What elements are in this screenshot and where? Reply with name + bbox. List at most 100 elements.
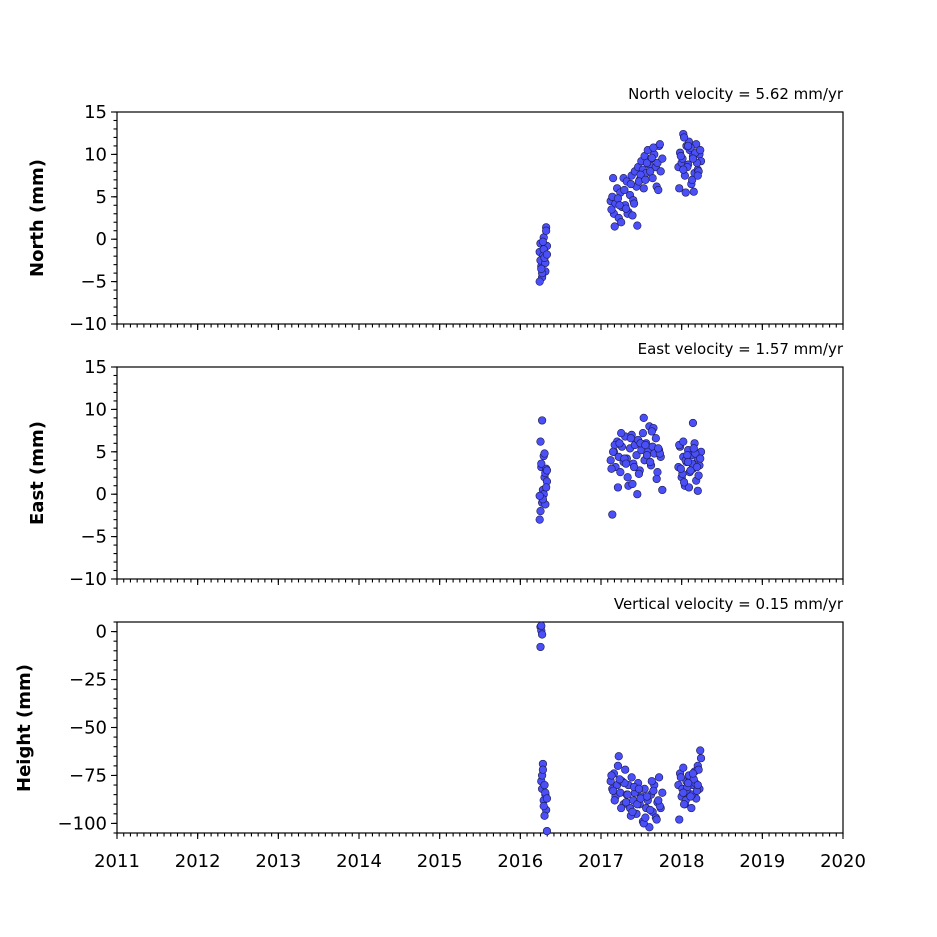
height-title: Vertical velocity = 0.15 mm/yr <box>614 595 844 613</box>
north-data-point <box>537 264 546 273</box>
height-data-point <box>647 777 656 786</box>
height-data-point <box>679 800 689 809</box>
height-data-point <box>621 765 630 774</box>
height-data-point <box>607 771 616 780</box>
east-data-point <box>646 457 655 467</box>
height-data-point <box>654 773 664 782</box>
height-plot-frame <box>116 621 844 834</box>
north-data-point <box>681 188 690 197</box>
north-data-point <box>615 201 624 210</box>
north-panel: North velocity = 5.62 mm/yr North (mm) 1… <box>27 85 844 335</box>
height-y-tick-label: −25 <box>69 670 107 691</box>
height-data-point <box>675 815 684 824</box>
north-data-point <box>647 153 656 162</box>
x-tick-label: 2017 <box>578 851 624 872</box>
north-data-point <box>613 194 623 203</box>
height-data-point <box>610 796 619 805</box>
east-ylabel: East (mm) <box>27 421 48 525</box>
north-data-point <box>608 174 618 183</box>
height-data-point <box>694 765 703 774</box>
north-y-tick-label: 5 <box>96 187 107 208</box>
east-title: East velocity = 1.57 mm/yr <box>638 340 844 358</box>
east-data-point <box>642 451 652 460</box>
height-y-tick-label: −50 <box>69 718 107 739</box>
north-data-point <box>629 199 639 208</box>
height-data-point <box>696 746 705 755</box>
north-data-point <box>642 158 652 167</box>
height-data-point <box>693 780 702 790</box>
height-data-point <box>623 790 632 799</box>
north-data-point <box>679 165 688 174</box>
east-data-point <box>676 464 685 473</box>
height-y-tick-label: −100 <box>58 813 107 834</box>
east-data-point <box>639 413 648 422</box>
east-data-point <box>641 440 650 450</box>
north-data-point <box>693 171 702 180</box>
east-data-point <box>647 427 656 436</box>
north-y-tick-label: 0 <box>96 229 107 250</box>
x-tick-label: 2015 <box>417 851 463 872</box>
north-data-point <box>646 167 655 176</box>
north-data-point <box>655 140 664 149</box>
x-tick-label: 2019 <box>739 851 785 872</box>
north-data-point <box>649 143 658 152</box>
north-data-point <box>688 154 698 163</box>
east-data-point <box>684 483 694 492</box>
height-data-point <box>542 794 552 803</box>
east-data-point <box>633 490 642 499</box>
east-data-point <box>537 459 546 468</box>
east-data-point <box>651 434 660 443</box>
north-data-point <box>696 146 705 155</box>
east-y-tick-label: 15 <box>84 357 107 378</box>
height-y-tick-label: −75 <box>69 765 107 786</box>
east-data-point <box>608 510 617 519</box>
east-data-point <box>683 451 692 460</box>
height-data-point <box>613 761 623 770</box>
east-data-point <box>634 469 644 478</box>
height-data-point <box>649 786 658 795</box>
east-y-tick-label: −10 <box>69 569 107 590</box>
north-ylabel: North (mm) <box>27 159 48 277</box>
north-title: North velocity = 5.62 mm/yr <box>628 85 844 103</box>
height-data-point <box>627 773 636 782</box>
height-data-point <box>679 788 688 797</box>
east-data-point <box>689 444 698 453</box>
east-data-point <box>536 507 545 516</box>
height-data-point <box>652 815 661 824</box>
north-data-point <box>639 184 648 193</box>
height-data-point <box>540 780 549 790</box>
height-data-point <box>540 811 549 820</box>
x-tick-label: 2016 <box>497 851 543 872</box>
height-panel: Vertical velocity = 0.15 mm/yr Height (m… <box>14 595 866 872</box>
height-data-point <box>615 775 624 784</box>
height-data-point <box>646 805 655 815</box>
height-data-point <box>654 796 663 805</box>
east-data-point <box>623 473 632 482</box>
east-data-point <box>535 515 544 524</box>
height-data-point <box>696 754 706 763</box>
height-data-point <box>634 784 644 793</box>
height-data-point <box>614 752 623 761</box>
height-data-point <box>679 763 688 772</box>
north-data-point <box>641 175 650 184</box>
height-data-point <box>608 786 618 795</box>
east-data-point <box>542 483 551 492</box>
east-y-tick-label: 0 <box>96 484 107 505</box>
east-data-point <box>613 483 623 492</box>
height-data-point <box>645 823 654 832</box>
north-data-point <box>675 184 684 193</box>
height-data-point <box>538 765 548 774</box>
east-data-point <box>653 468 662 477</box>
east-data-point <box>652 474 661 484</box>
height-data-point <box>621 798 631 807</box>
height-data-point <box>628 807 637 817</box>
east-data-point <box>632 451 641 460</box>
east-data-point <box>658 485 667 495</box>
east-data-point <box>679 478 689 487</box>
height-data-point <box>687 803 696 813</box>
east-data-point <box>536 437 545 446</box>
height-data-point <box>542 826 552 836</box>
north-y-tick-label: 15 <box>84 102 107 123</box>
north-data-point <box>684 141 693 151</box>
